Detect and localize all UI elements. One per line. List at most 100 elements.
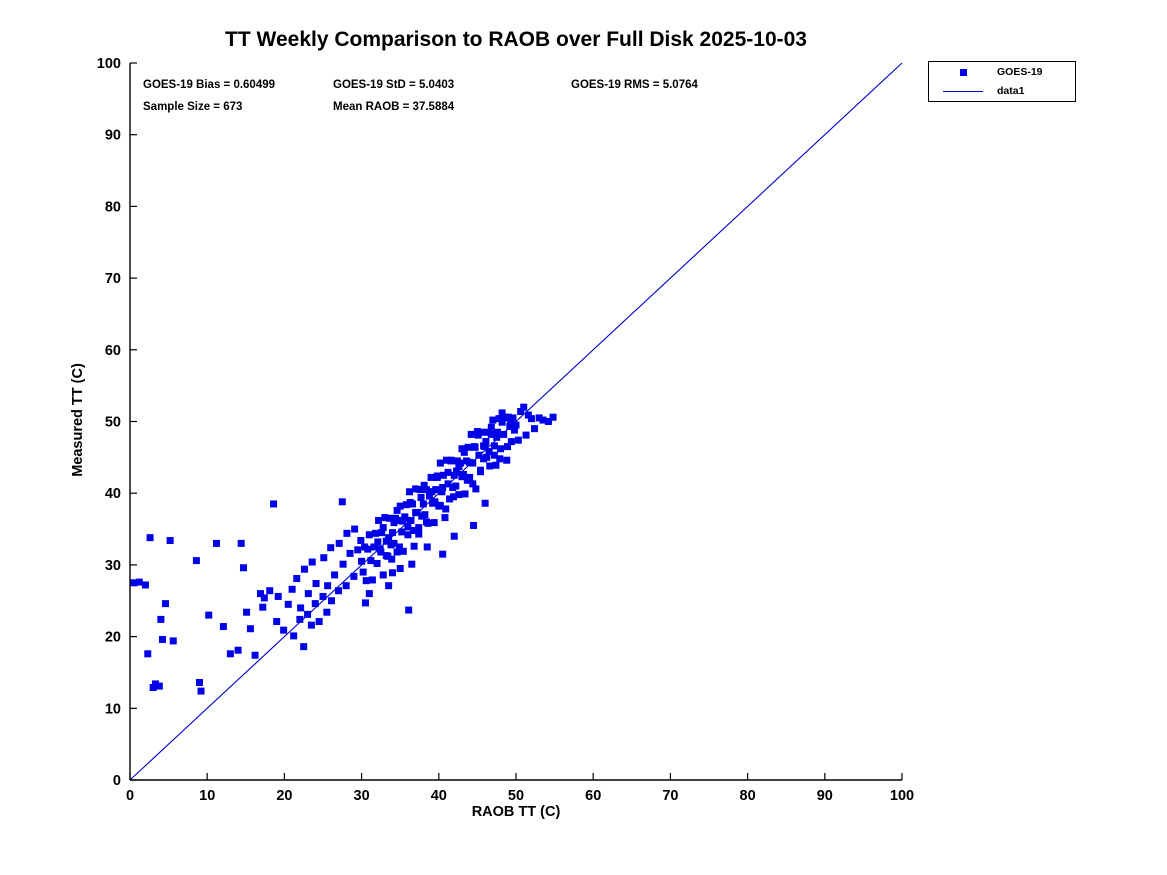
scatter-point	[431, 498, 439, 506]
scatter-point	[455, 463, 463, 471]
scatter-point	[307, 621, 315, 629]
scatter-point	[469, 480, 477, 488]
scatter-point	[368, 576, 376, 584]
scatter-point	[371, 529, 379, 537]
scatter-point	[379, 571, 387, 579]
scatter-point	[308, 558, 316, 566]
scatter-point	[439, 471, 447, 479]
scatter-point	[270, 500, 278, 508]
scatter-point	[320, 554, 328, 562]
scatter-point	[514, 436, 522, 444]
scatter-point	[377, 548, 385, 556]
scatter-point	[487, 423, 495, 431]
scatter-point	[158, 635, 166, 643]
scatter-point	[453, 467, 461, 475]
scatter-point	[539, 416, 547, 424]
scatter-point	[490, 442, 498, 450]
x-tick-label: 80	[740, 788, 756, 804]
scatter-point	[385, 582, 393, 590]
y-tick-label: 100	[97, 56, 121, 72]
scatter-point	[416, 486, 424, 494]
scatter-point	[544, 418, 552, 425]
scatter-point	[192, 557, 200, 565]
scatter-point	[197, 687, 205, 695]
scatter-point	[396, 502, 404, 510]
scatter-point	[520, 403, 528, 411]
scatter-point	[212, 539, 220, 547]
scatter-point	[288, 585, 296, 593]
scatter-point	[339, 560, 347, 568]
scatter-point	[327, 597, 335, 605]
x-tick-label: 40	[431, 788, 447, 804]
scatter-point	[251, 651, 259, 659]
scatter-point	[501, 413, 509, 421]
y-tick-label: 90	[105, 128, 121, 144]
scatter-point	[531, 425, 539, 433]
y-tick-label: 10	[105, 701, 121, 717]
scatter-point	[219, 623, 227, 631]
scatter-point	[155, 682, 163, 690]
scatter-point	[370, 543, 378, 551]
scatter-point	[335, 539, 343, 547]
scatter-point	[481, 499, 489, 507]
scatter-point	[146, 534, 154, 542]
scatter-point	[419, 500, 427, 508]
scatter-point	[524, 411, 532, 419]
scatter-point	[399, 547, 407, 555]
scatter-point	[362, 577, 370, 585]
scatter-point	[358, 557, 366, 565]
scatter-point	[398, 528, 406, 536]
scatter-point	[239, 564, 247, 572]
scatter-point	[452, 482, 460, 490]
scatter-point	[364, 545, 372, 553]
x-tick-label: 70	[662, 788, 678, 804]
scatter-point	[169, 637, 177, 645]
scatter-point	[444, 480, 452, 488]
scatter-point	[441, 514, 449, 522]
legend-entry-goes19: GOES-19	[929, 63, 1075, 81]
stat-std: GOES-19 StD = 5.0403	[333, 79, 455, 91]
x-tick-label: 30	[354, 788, 370, 804]
scatter-point	[406, 499, 414, 507]
scatter-point	[135, 578, 143, 586]
scatter-point	[260, 594, 268, 602]
scatter-point	[405, 488, 413, 496]
scatter-point	[506, 423, 514, 431]
y-tick-label: 40	[105, 486, 121, 502]
y-tick-label: 80	[105, 199, 121, 215]
x-tick-label: 100	[890, 788, 914, 804]
chart-title: TT Weekly Comparison to RAOB over Full D…	[225, 28, 807, 51]
scatter-point	[361, 599, 369, 607]
scatter-point	[343, 529, 351, 537]
scatter-point	[473, 428, 481, 436]
scatter-point	[471, 443, 479, 451]
scatter-point	[395, 516, 403, 524]
scatter-point	[443, 456, 451, 464]
scatter-point	[421, 511, 429, 519]
scatter-point	[535, 414, 543, 422]
scatter-point	[354, 546, 362, 554]
scatter-point	[428, 488, 436, 496]
scatter-point	[404, 523, 412, 531]
scatter-point	[423, 543, 431, 551]
x-tick-label: 0	[126, 788, 134, 804]
scatter-point	[439, 550, 447, 558]
scatter-point	[478, 428, 486, 436]
scatter-point	[385, 514, 393, 522]
scatter-point	[412, 485, 420, 493]
scatter-point	[485, 448, 493, 456]
scatter-point	[404, 531, 412, 539]
scatter-point	[474, 431, 482, 439]
scatter-point	[475, 451, 483, 459]
scatter-point	[259, 603, 267, 611]
scatter-point	[365, 531, 373, 539]
scatter-point	[141, 581, 149, 589]
scatter-point	[266, 587, 274, 595]
scatter-point	[415, 530, 423, 538]
scatter-point	[427, 473, 435, 481]
scatter-point	[464, 443, 472, 451]
scatter-point	[162, 600, 170, 608]
scatter-point	[304, 610, 312, 618]
scatter-point	[482, 438, 490, 446]
